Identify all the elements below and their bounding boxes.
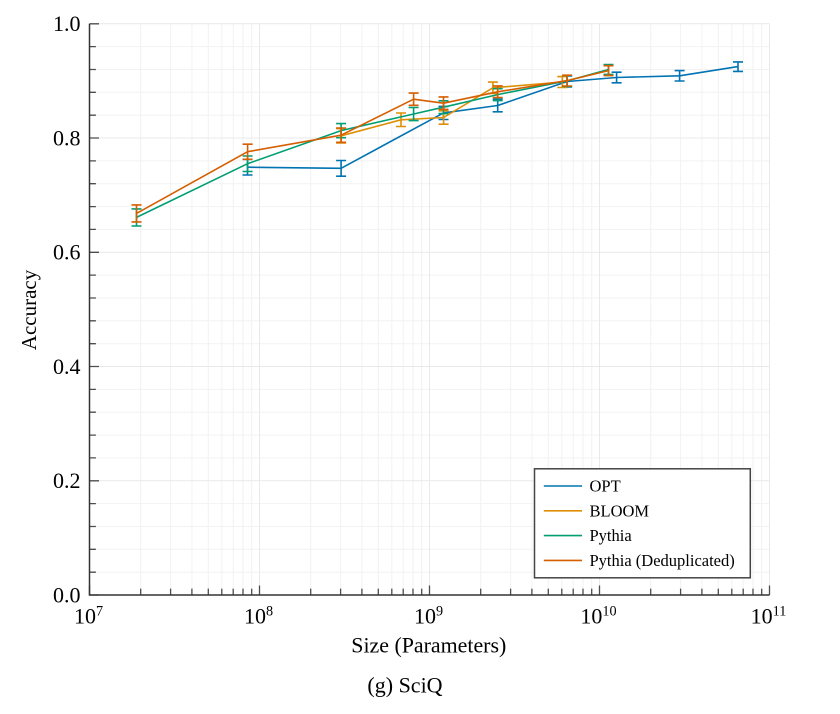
svg-text:Size (Parameters): Size (Parameters)	[351, 633, 506, 658]
svg-text:BLOOM: BLOOM	[590, 501, 650, 520]
svg-text:Pythia: Pythia	[590, 526, 633, 545]
svg-text:0.4: 0.4	[53, 354, 81, 379]
svg-text:0.8: 0.8	[53, 125, 81, 150]
svg-text:0.6: 0.6	[53, 240, 81, 265]
svg-text:1.0: 1.0	[53, 11, 81, 36]
svg-text:(g) SciQ: (g) SciQ	[367, 673, 442, 698]
svg-text:0.0: 0.0	[53, 582, 81, 607]
svg-text:OPT: OPT	[590, 477, 621, 496]
svg-text:Pythia (Deduplicated): Pythia (Deduplicated)	[590, 551, 735, 570]
svg-text:0.2: 0.2	[53, 468, 81, 493]
svg-text:Accuracy: Accuracy	[17, 269, 41, 350]
